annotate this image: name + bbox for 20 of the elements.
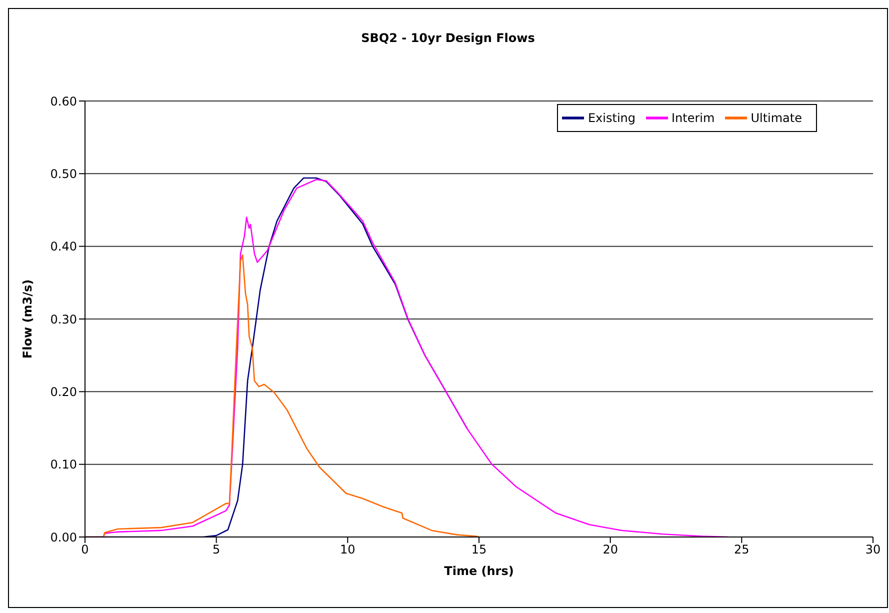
x-tick-label: 5 — [212, 542, 220, 557]
x-tick-label: 20 — [602, 542, 618, 557]
y-tick-label: 0.00 — [50, 530, 77, 544]
y-axis-title: Flow (m3/s) — [20, 279, 34, 359]
x-tick-label: 0 — [81, 542, 89, 557]
y-tick-label: 0.30 — [50, 312, 77, 326]
y-tick-label: 0.40 — [50, 240, 77, 254]
x-tick-label: 30 — [865, 542, 881, 557]
x-axis-title: Time (hrs) — [444, 564, 514, 578]
x-tick-label: 15 — [471, 542, 487, 557]
y-tick-label: 0.50 — [50, 166, 77, 181]
y-tick-label: 0.60 — [50, 94, 77, 108]
legend-label: Existing — [588, 111, 636, 126]
x-tick-label: 25 — [734, 542, 750, 557]
chart-title: SBQ2 - 10yr Design Flows — [360, 31, 536, 45]
legend-label: Interim — [672, 111, 715, 126]
legend-label: Ultimate — [750, 111, 802, 126]
y-tick-label: 0.20 — [50, 384, 77, 399]
y-tick-label: 0.10 — [50, 458, 77, 472]
x-tick-label: 10 — [340, 542, 356, 557]
